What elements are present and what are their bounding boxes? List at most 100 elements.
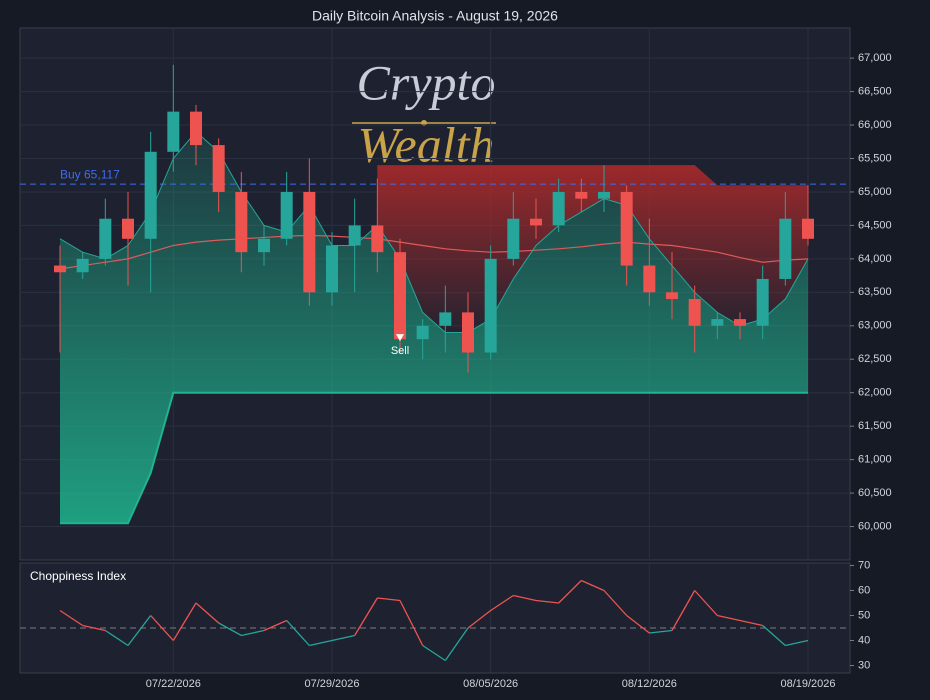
- y-tick-label: 64,000: [858, 253, 892, 265]
- candle-body: [99, 218, 112, 259]
- candle-body: [190, 111, 202, 146]
- choppiness-segment: [422, 644, 446, 662]
- candle-body: [711, 319, 724, 326]
- y-tick-label: 60: [858, 584, 870, 596]
- x-tick-label: 08/05/2026: [463, 678, 518, 690]
- choppiness-segment: [558, 580, 582, 604]
- x-tick-label: 08/12/2026: [622, 678, 677, 690]
- choppiness-segment: [444, 627, 469, 661]
- candle-body: [416, 325, 429, 340]
- y-tick-label: 70: [858, 559, 870, 571]
- watermark-dot: [421, 120, 427, 126]
- candle-body: [258, 238, 270, 253]
- choppiness-segment: [626, 614, 650, 634]
- y-tick-label: 65,500: [858, 152, 892, 164]
- choppiness-segment: [762, 625, 786, 646]
- candle-body: [235, 191, 248, 253]
- choppiness-segment: [603, 590, 628, 616]
- candle-body: [734, 319, 746, 326]
- choppiness-segment: [127, 615, 152, 646]
- y-tick-label: 65,000: [858, 186, 892, 198]
- y-tick-label: 63,500: [858, 286, 892, 298]
- indicator-panel: [19, 562, 851, 674]
- candle-body: [575, 191, 588, 199]
- sell-label: Sell: [391, 345, 409, 357]
- candle-body: [484, 258, 497, 353]
- choppiness-segment: [377, 597, 401, 602]
- candle-body: [666, 292, 678, 300]
- choppiness-segment: [150, 615, 174, 641]
- y-tick-label: 62,000: [858, 387, 892, 399]
- choppiness-segment: [172, 602, 197, 641]
- choppiness-segment: [467, 609, 492, 629]
- candle-body: [530, 218, 542, 226]
- candle-body: [552, 191, 565, 226]
- choppiness-segment: [649, 629, 673, 634]
- choppiness-segment: [104, 629, 129, 647]
- y-tick-label: 61,000: [858, 454, 892, 466]
- choppiness-segment: [671, 590, 696, 631]
- candle-body: [462, 312, 474, 353]
- y-tick-label: 66,000: [858, 119, 892, 131]
- candle-body: [507, 218, 520, 259]
- y-tick-label: 50: [858, 609, 870, 621]
- y-tick-label: 62,500: [858, 353, 892, 365]
- y-tick-label: 64,500: [858, 219, 892, 231]
- sell-marker: [396, 334, 404, 342]
- y-tick-label: 63,000: [858, 320, 892, 332]
- choppiness-segment: [354, 597, 378, 636]
- buy-label: Buy 65,117: [60, 167, 120, 181]
- choppiness-segment: [59, 609, 84, 627]
- choppiness-segment: [399, 600, 424, 646]
- ma-slow: [59, 234, 809, 270]
- support-line: [60, 391, 808, 525]
- choppiness-segment: [82, 624, 106, 632]
- y-tick-label: 60,500: [858, 487, 892, 499]
- candle-body: [756, 278, 769, 326]
- chart-title: Daily Bitcoin Analysis - August 19, 2026: [312, 8, 558, 24]
- choppiness-segment: [490, 594, 514, 612]
- x-tick-label: 07/29/2026: [304, 678, 359, 690]
- candle-body: [303, 191, 316, 293]
- y-tick-label: 40: [858, 634, 870, 646]
- candle-body: [371, 225, 384, 253]
- candle-body: [76, 258, 89, 273]
- candle-body: [598, 191, 610, 199]
- choppiness-segment: [309, 639, 333, 647]
- candle-body: [394, 252, 406, 340]
- y-tick-label: 67,000: [858, 52, 892, 64]
- candle-body: [122, 218, 134, 239]
- choppiness-segment: [241, 629, 265, 637]
- choppiness-segment: [218, 622, 242, 637]
- y-tick-label: 66,500: [858, 85, 892, 97]
- candle-body: [802, 218, 814, 239]
- choppiness-segment: [739, 619, 763, 627]
- candle-body: [620, 191, 633, 266]
- indicator-title: Choppiness Index: [30, 569, 126, 583]
- candle-body: [779, 218, 792, 279]
- candle-body: [144, 151, 157, 239]
- candle-body: [643, 265, 656, 293]
- choppiness-segment: [581, 579, 605, 592]
- candle-body: [326, 245, 338, 293]
- ma-fast: [59, 131, 809, 333]
- choppiness-segment: [331, 634, 355, 642]
- choppiness-segment: [195, 602, 220, 624]
- candle-body: [439, 312, 452, 326]
- x-tick-label: 07/22/2026: [146, 678, 201, 690]
- choppiness-segment: [513, 594, 537, 602]
- watermark-top: Crypto: [357, 54, 496, 110]
- x-tick-label: 08/19/2026: [780, 678, 835, 690]
- candle-body: [280, 191, 293, 239]
- y-tick-label: 30: [858, 659, 870, 671]
- candle-body: [54, 265, 66, 273]
- choppiness-segment: [535, 599, 559, 604]
- choppiness-segment: [694, 590, 718, 616]
- y-tick-label: 61,500: [858, 420, 892, 432]
- choppiness-segment: [785, 639, 809, 647]
- candle-body: [348, 225, 361, 246]
- choppiness-segment: [717, 614, 741, 622]
- choppiness-segment: [286, 620, 310, 646]
- candle-body: [167, 111, 180, 152]
